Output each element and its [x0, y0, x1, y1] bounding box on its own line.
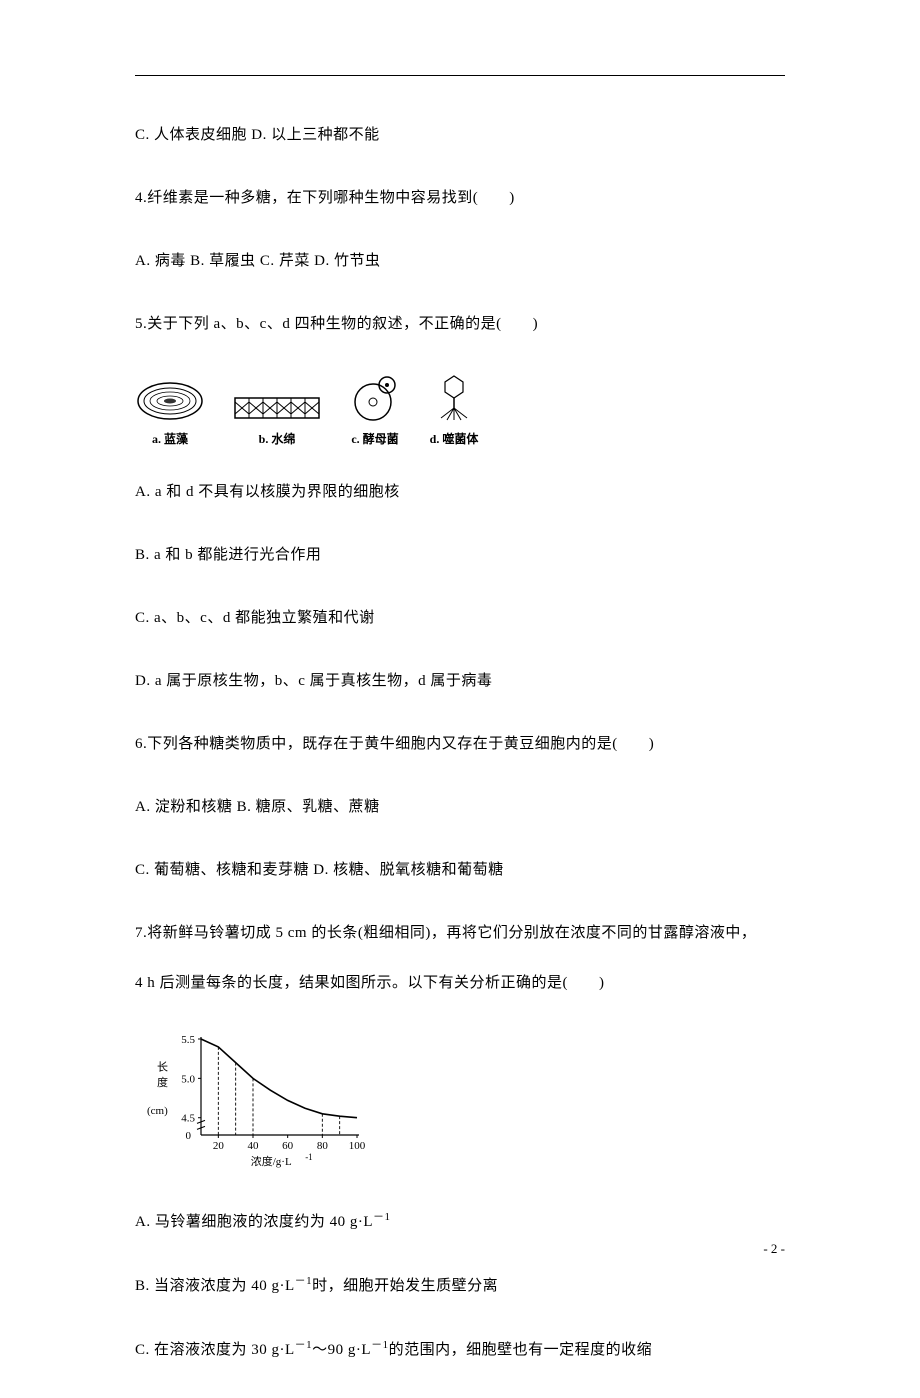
organism-d: d. 噬菌体	[429, 372, 479, 447]
q7-opt-c: C. 在溶液浓度为 30 g·L－1～90 g·L－1的范围内，细胞壁也有一定程…	[135, 1334, 785, 1365]
q7-chart: 0 4.5 5.0 5.5 20 40 60 80 100 长度 (cm) 浓度/g·L -1	[145, 1031, 785, 1176]
q7-c-sup1: －1	[295, 1339, 313, 1351]
q7-c-mid: ～90 g·L	[312, 1342, 371, 1358]
q5-opt-d: D. a 属于原核生物，b、c 属于真核生物，d 属于病毒	[135, 666, 785, 696]
svg-text:100: 100	[349, 1140, 365, 1152]
q4-opt-b: B. 草履虫	[190, 253, 256, 269]
top-rule	[135, 75, 785, 76]
q4-stem: 4.纤维素是一种多糖，在下列哪种生物中容易找到( )	[135, 183, 785, 213]
svg-text:(cm): (cm)	[147, 1105, 168, 1117]
organism-a: a. 蓝藻	[135, 380, 205, 447]
svg-text:5.0: 5.0	[181, 1073, 195, 1085]
q5-opt-c: C. a、b、c、d 都能独立繁殖和代谢	[135, 603, 785, 633]
svg-text:长: 长	[157, 1060, 168, 1073]
svg-text:0: 0	[186, 1130, 192, 1142]
svg-text:浓度/g·L: 浓度/g·L	[251, 1154, 292, 1168]
q7-stem-line2: 4 h 后测量每条的长度，结果如图所示。以下有关分析正确的是( )	[135, 968, 785, 998]
q7-b-sup: －1	[295, 1275, 313, 1287]
q3-opt-c: C. 人体表皮细胞	[135, 127, 247, 143]
q4-opt-a: A. 病毒	[135, 253, 186, 269]
q3-options-cd: C. 人体表皮细胞 D. 以上三种都不能	[135, 120, 785, 150]
q7-opt-b: B. 当溶液浓度为 40 g·L－1时，细胞开始发生质壁分离	[135, 1270, 785, 1301]
q5-opt-b: B. a 和 b 都能进行光合作用	[135, 540, 785, 570]
q7-c-pre: C. 在溶液浓度为 30 g·L	[135, 1342, 295, 1358]
q7-b-post: 时，细胞开始发生质壁分离	[312, 1278, 498, 1294]
svg-text:40: 40	[248, 1140, 260, 1152]
q4-opt-d: D. 竹节虫	[314, 253, 380, 269]
q7-a-sup: －1	[373, 1211, 391, 1223]
q6-opt-a: A. 淀粉和核糖	[135, 799, 232, 815]
q6-options-cd: C. 葡萄糖、核糖和麦芽糖 D. 核糖、脱氧核糖和葡萄糖	[135, 855, 785, 885]
q3-opt-d: D. 以上三种都不能	[251, 127, 379, 143]
q6-opt-d: D. 核糖、脱氧核糖和葡萄糖	[313, 862, 503, 878]
page-content: C. 人体表皮细胞 D. 以上三种都不能 4.纤维素是一种多糖，在下列哪种生物中…	[135, 120, 785, 1398]
organism-d-label: d. 噬菌体	[430, 430, 479, 447]
q6-options-ab: A. 淀粉和核糖 B. 糖原、乳糖、蔗糖	[135, 792, 785, 822]
q7-b-pre: B. 当溶液浓度为 40 g·L	[135, 1278, 295, 1294]
q4-opt-c: C. 芹菜	[260, 253, 310, 269]
svg-text:20: 20	[213, 1140, 225, 1152]
page-number: - 2 -	[763, 1241, 785, 1257]
svg-text:度: 度	[157, 1075, 168, 1089]
svg-text:-1: -1	[305, 1152, 313, 1162]
q7-opt-a: A. 马铃薯细胞液的浓度约为 40 g·L－1	[135, 1206, 785, 1237]
organism-figure: a. 蓝藻 b. 水绵 c. 酵母菌	[135, 372, 785, 447]
organism-c-label: c. 酵母菌	[351, 430, 398, 447]
organism-b-label: b. 水绵	[259, 430, 296, 447]
cyanobacteria-icon	[135, 380, 205, 422]
organism-c: c. 酵母菌	[349, 372, 401, 447]
svg-text:4.5: 4.5	[181, 1113, 195, 1125]
q5-opt-a: A. a 和 d 不具有以核膜为界限的细胞核	[135, 477, 785, 507]
q7-stem-line1: 7.将新鲜马铃薯切成 5 cm 的长条(粗细相同)，再将它们分别放在浓度不同的甘…	[135, 918, 785, 948]
q6-opt-c: C. 葡萄糖、核糖和麦芽糖	[135, 862, 309, 878]
spirogyra-icon	[233, 394, 321, 422]
svg-text:80: 80	[317, 1140, 329, 1152]
q6-opt-b: B. 糖原、乳糖、蔗糖	[237, 799, 380, 815]
organism-b: b. 水绵	[233, 394, 321, 447]
yeast-icon	[349, 372, 401, 422]
line-chart-icon: 0 4.5 5.0 5.5 20 40 60 80 100 长度 (cm) 浓度/g·L -1	[145, 1031, 365, 1171]
q7-c-post: 的范围内，细胞壁也有一定程度的收缩	[389, 1342, 653, 1358]
q7-a-text: A. 马铃薯细胞液的浓度约为 40 g·L	[135, 1214, 373, 1230]
q6-stem: 6.下列各种糖类物质中，既存在于黄牛细胞内又存在于黄豆细胞内的是( )	[135, 729, 785, 759]
organism-a-label: a. 蓝藻	[152, 430, 188, 447]
q5-stem: 5.关于下列 a、b、c、d 四种生物的叙述，不正确的是( )	[135, 309, 785, 339]
svg-text:60: 60	[282, 1140, 294, 1152]
q4-options: A. 病毒 B. 草履虫 C. 芹菜 D. 竹节虫	[135, 246, 785, 276]
phage-icon	[429, 372, 479, 422]
svg-text:5.5: 5.5	[181, 1034, 195, 1046]
q7-c-sup2: －1	[371, 1339, 389, 1351]
